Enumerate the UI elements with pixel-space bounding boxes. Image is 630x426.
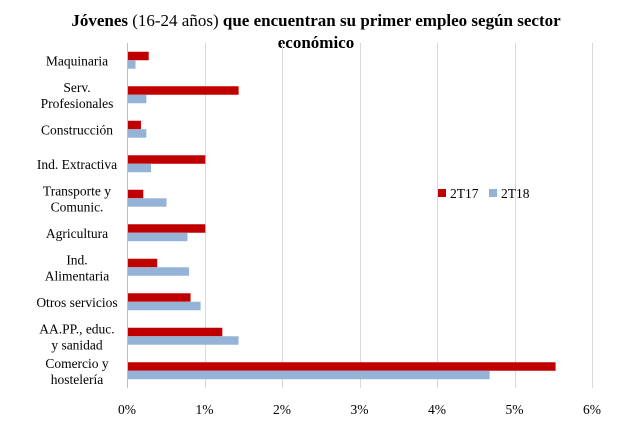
bar-2t17 [128,189,144,199]
x-tick-label: 3% [351,402,369,417]
gridlines [127,43,593,388]
x-tick-label: 5% [506,402,524,417]
bar-2t17 [128,293,191,302]
bar-2t17 [128,327,223,337]
chart-title-line1: Jóvenes (16-24 años) que encuentran su p… [71,11,561,30]
category-label: Comercio y [45,356,109,371]
bar-2t17 [128,362,556,371]
category-label: y sanidad [51,337,103,352]
bars [128,51,556,380]
category-label: Profesionales [41,96,114,111]
legend-swatch-2t18 [489,189,497,197]
category-label: Construcción [41,122,113,137]
category-label: Agricultura [46,226,108,241]
bar-2t18 [128,163,152,173]
chart-title-part1: Jóvenes [71,11,128,30]
legend-label-2t17: 2T17 [450,186,479,201]
category-label: Ind. Extractiva [37,157,117,172]
bar-2t18 [128,336,239,345]
chart-title-part3: que encuentran su primer empleo según se… [223,11,561,30]
bar-2t18 [128,60,136,69]
category-label: Otros servicios [36,295,117,310]
category-label: Serv. [63,80,90,95]
legend-swatch-2t17 [438,189,446,197]
bar-2t17 [128,258,158,268]
bar-2t17 [128,155,206,164]
category-label: Alimentaria [45,268,109,283]
category-label: Maquinaria [46,53,108,68]
bar-2t17 [128,51,149,61]
bar-2t18 [128,370,490,380]
bar-2t18 [128,94,147,104]
bar-2t18 [128,267,189,276]
bar-2t17 [128,86,239,95]
legend: 2T17 2T18 [438,186,530,201]
category-label: Comunic. [51,199,104,214]
legend-label-2t18: 2T18 [501,186,530,201]
x-tick-label: 2% [273,402,291,417]
category-label: Ind. [66,252,87,267]
category-label: hostelería [51,372,103,387]
x-tick-label: 6% [583,402,601,417]
x-tick-label: 0% [118,402,136,417]
bar-2t18 [128,232,188,242]
bar-2t18 [128,301,201,311]
chart-title-part2: (16-24 años) [132,11,218,30]
x-tick-label: 1% [196,402,214,417]
bar-2t18 [128,198,167,207]
category-label: Transporte y [43,183,111,198]
x-tick-label: 4% [428,402,446,417]
bar-2t18 [128,129,147,138]
category-labels: Maquinaria Serv.Profesionales Construcción… [36,53,117,387]
bar-2t17 [128,120,141,130]
x-tick-labels: 0% 1% 2% 3% 4% 5% 6% [118,402,601,417]
bar-2t17 [128,224,206,233]
chart-title-line2: económico [278,33,354,52]
category-label: AA.PP., educ. [39,321,114,336]
